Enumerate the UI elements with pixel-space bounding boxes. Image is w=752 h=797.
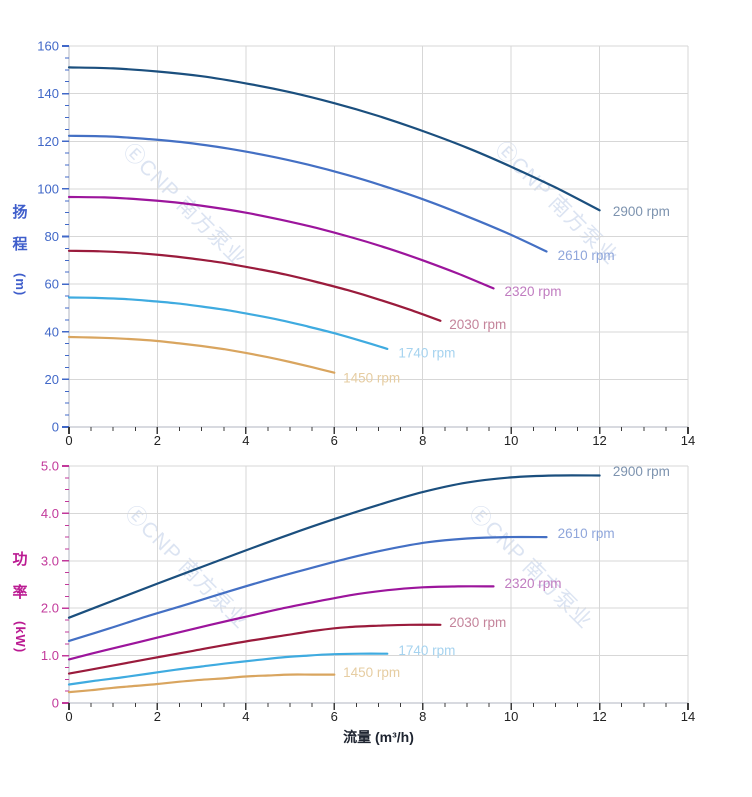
gridlines xyxy=(69,45,689,427)
x-tick-label: 10 xyxy=(504,433,518,448)
y-tick-label: 1.0 xyxy=(41,648,59,663)
watermark-text-0: ⒺCNP 南方泵业 xyxy=(118,139,250,271)
y-tick-label: 60 xyxy=(45,277,59,292)
y-tick-label: 4.0 xyxy=(41,506,59,521)
curve-2320-rpm xyxy=(67,585,495,661)
x-tick-label: 8 xyxy=(419,709,426,724)
watermark-text-3: ⒺCNP 南方泵业 xyxy=(464,501,596,633)
head-axis-unit: (m) xyxy=(13,272,29,296)
y-ticks: 0 1.0 2.0 3.0 4.0 5.0 xyxy=(41,459,69,711)
curve-label-2030-rpm: 2030 rpm xyxy=(449,615,506,630)
x-tick-label: 14 xyxy=(681,433,695,448)
x-tick-label: 4 xyxy=(242,433,249,448)
curve-label-2030-rpm: 2030 rpm xyxy=(449,317,506,332)
curve-label-2900-rpm: 2900 rpm xyxy=(613,204,670,219)
head-axis-title: 扬 程 (m) xyxy=(8,204,32,296)
curve-2030-rpm xyxy=(67,249,442,322)
y-tick-label: 40 xyxy=(45,324,59,339)
y-tick-label: 0 xyxy=(52,696,59,711)
power-axis-char1: 功 xyxy=(12,551,28,568)
curve-label-2900-rpm: 2900 rpm xyxy=(613,464,670,479)
curve-2610-rpm xyxy=(67,134,548,253)
y-tick-label: 20 xyxy=(45,372,59,387)
x-tick-label: 8 xyxy=(419,433,426,448)
x-tick-label: 4 xyxy=(242,709,249,724)
curve-1740-rpm xyxy=(67,652,389,686)
curve-2030-rpm xyxy=(67,623,442,675)
curve-1450-rpm xyxy=(67,673,336,694)
curve-label-2610-rpm: 2610 rpm xyxy=(558,248,615,263)
x-tick-label: 0 xyxy=(65,433,72,448)
curve-label-2610-rpm: 2610 rpm xyxy=(558,526,615,541)
x-tick-label: 12 xyxy=(592,433,606,448)
curve-label-2320-rpm: 2320 rpm xyxy=(505,284,562,299)
flow-axis-title: 流量 (m³/h) xyxy=(343,729,414,745)
x-tick-label: 2 xyxy=(154,709,161,724)
x-tick-label: 14 xyxy=(681,709,695,724)
y-tick-label: 100 xyxy=(37,181,59,196)
power-chart: 0 1.0 2.0 3.0 4.0 5.0 0 2 4 6 8 10 12 14 2900 rpm 2610 … xyxy=(41,459,695,725)
y-tick-label: 160 xyxy=(37,39,59,54)
y-tick-label: 0 xyxy=(52,420,59,435)
curve-2900-rpm xyxy=(67,474,601,619)
curve-2320-rpm xyxy=(67,195,495,290)
power-axis-char2: 率 xyxy=(12,583,28,601)
x-tick-label: 10 xyxy=(504,709,518,724)
curve-2900-rpm xyxy=(67,66,601,212)
curve-label-1450-rpm: 1450 rpm xyxy=(343,665,400,680)
head-chart: 0 20 40 60 80 100 120 140 160 0 2 4 6 8 10 12 14 2900 rpm… xyxy=(37,39,695,449)
x-ticks: 0 2 4 6 8 10 12 14 xyxy=(65,703,695,724)
head-axis-char2: 程 xyxy=(12,236,28,254)
y-tick-label: 120 xyxy=(37,134,59,149)
curve-2610-rpm xyxy=(67,535,548,642)
y-ticks: 0 20 40 60 80 100 120 140 160 xyxy=(37,39,69,435)
y-tick-label: 2.0 xyxy=(41,601,59,616)
x-tick-label: 6 xyxy=(331,709,338,724)
curve-label-1740-rpm: 1740 rpm xyxy=(398,643,455,658)
power-axis-unit: (kW) xyxy=(13,620,29,653)
curve-1450-rpm xyxy=(67,335,336,374)
x-tick-label: 0 xyxy=(65,709,72,724)
y-tick-label: 140 xyxy=(37,86,59,101)
x-ticks: 0 2 4 6 8 10 12 14 xyxy=(65,427,695,448)
curve-label-1740-rpm: 1740 rpm xyxy=(398,346,455,361)
curve-1740-rpm xyxy=(67,296,389,350)
x-tick-label: 2 xyxy=(154,433,161,448)
y-tick-label: 80 xyxy=(45,229,59,244)
y-tick-label: 3.0 xyxy=(41,553,59,568)
power-axis-title: 功 率 (kW) xyxy=(8,551,32,653)
curve-label-2320-rpm: 2320 rpm xyxy=(505,576,562,591)
x-tick-label: 12 xyxy=(592,709,606,724)
head-axis-char1: 扬 xyxy=(12,204,28,221)
curve-label-1450-rpm: 1450 rpm xyxy=(343,371,400,386)
y-tick-label: 5.0 xyxy=(41,459,59,474)
watermark-text-2: ⒺCNP 南方泵业 xyxy=(120,501,252,633)
x-tick-label: 6 xyxy=(331,433,338,448)
